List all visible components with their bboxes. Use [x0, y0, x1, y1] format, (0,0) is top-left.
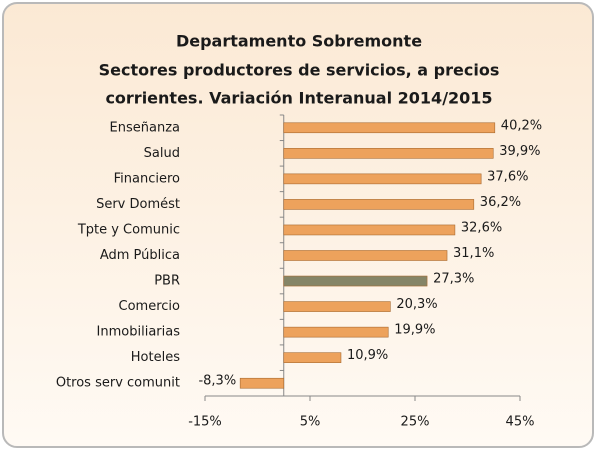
x-tick-label: 5% — [300, 415, 321, 430]
value-label: 39,9% — [499, 144, 540, 159]
chart-title: corrientes. Variación Interanual 2014/20… — [105, 89, 492, 108]
y-tick-label: PBR — [154, 274, 180, 289]
bar — [283, 326, 389, 338]
bar — [283, 352, 342, 363]
value-label: 37,6% — [487, 169, 528, 184]
y-tick-label: Financiero — [114, 171, 180, 186]
bar — [283, 275, 428, 287]
bar — [283, 224, 456, 236]
y-tick-label: Enseñanza — [110, 120, 180, 135]
y-tick-label: Hoteles — [131, 350, 180, 365]
bar — [283, 122, 496, 134]
y-tick-label: Otros serv comunit — [56, 376, 180, 391]
value-label: 10,9% — [347, 348, 388, 363]
value-label: 27,3% — [433, 272, 474, 287]
bar — [239, 377, 285, 389]
x-tick-label: 45% — [506, 415, 535, 430]
value-label: 36,2% — [480, 195, 521, 210]
value-label: 32,6% — [461, 220, 502, 235]
value-label: 40,2% — [501, 118, 542, 133]
value-label: 20,3% — [396, 297, 437, 312]
bar — [283, 199, 475, 210]
y-tick-label: Adm Pública — [100, 248, 180, 263]
bar — [283, 301, 391, 312]
bar — [283, 173, 482, 185]
value-label: -8,3% — [198, 374, 236, 389]
chart-title: Sectores productores de servicios, a pre… — [99, 61, 500, 80]
value-label: 19,9% — [394, 323, 435, 338]
bar — [283, 250, 448, 261]
y-tick-label: Salud — [144, 146, 180, 161]
bar — [283, 148, 494, 159]
chart-title: Departamento Sobremonte — [176, 32, 422, 51]
x-tick-label: 25% — [401, 415, 430, 430]
y-tick-label: Serv Domést — [96, 197, 180, 212]
y-tick-label: Tpte y Comunic — [77, 222, 180, 237]
x-tick-label: -15% — [188, 415, 222, 430]
value-label: 31,1% — [453, 246, 494, 261]
y-tick-label: Inmobiliarias — [97, 325, 181, 340]
y-tick-label: Comercio — [119, 299, 181, 314]
